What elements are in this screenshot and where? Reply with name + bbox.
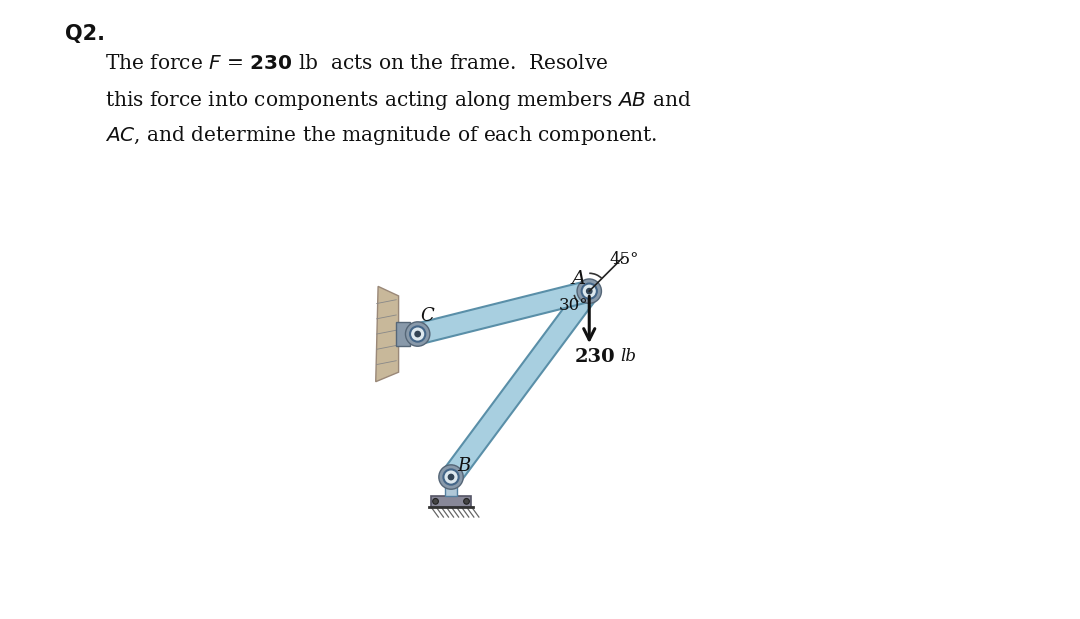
Circle shape <box>582 284 597 299</box>
Circle shape <box>415 331 420 337</box>
Bar <box>445 475 457 496</box>
Text: C: C <box>420 306 434 325</box>
Circle shape <box>444 469 459 485</box>
Circle shape <box>586 288 592 294</box>
Bar <box>396 322 409 346</box>
Polygon shape <box>376 287 399 382</box>
Text: A: A <box>571 269 585 287</box>
Circle shape <box>438 465 463 489</box>
Text: $AC$, and determine the magnitude of each component.: $AC$, and determine the magnitude of eac… <box>105 124 658 147</box>
Text: 30°: 30° <box>558 297 588 314</box>
Circle shape <box>577 279 602 303</box>
Polygon shape <box>415 281 592 344</box>
Circle shape <box>405 322 430 346</box>
Circle shape <box>448 474 454 480</box>
Text: The force $F$ = $\mathbf{230}$ lb  acts on the frame.  Resolve: The force $F$ = $\mathbf{230}$ lb acts o… <box>105 54 608 73</box>
Text: lb: lb <box>620 348 636 365</box>
Circle shape <box>463 498 470 504</box>
Polygon shape <box>443 285 597 483</box>
Text: B: B <box>458 457 471 475</box>
Text: 45°: 45° <box>609 251 638 267</box>
Text: this force into components acting along members $AB$ and: this force into components acting along … <box>105 89 691 112</box>
Bar <box>431 496 471 506</box>
Text: 230: 230 <box>575 348 616 366</box>
Circle shape <box>433 498 438 504</box>
Text: Q2.: Q2. <box>65 24 105 44</box>
Circle shape <box>410 326 426 342</box>
